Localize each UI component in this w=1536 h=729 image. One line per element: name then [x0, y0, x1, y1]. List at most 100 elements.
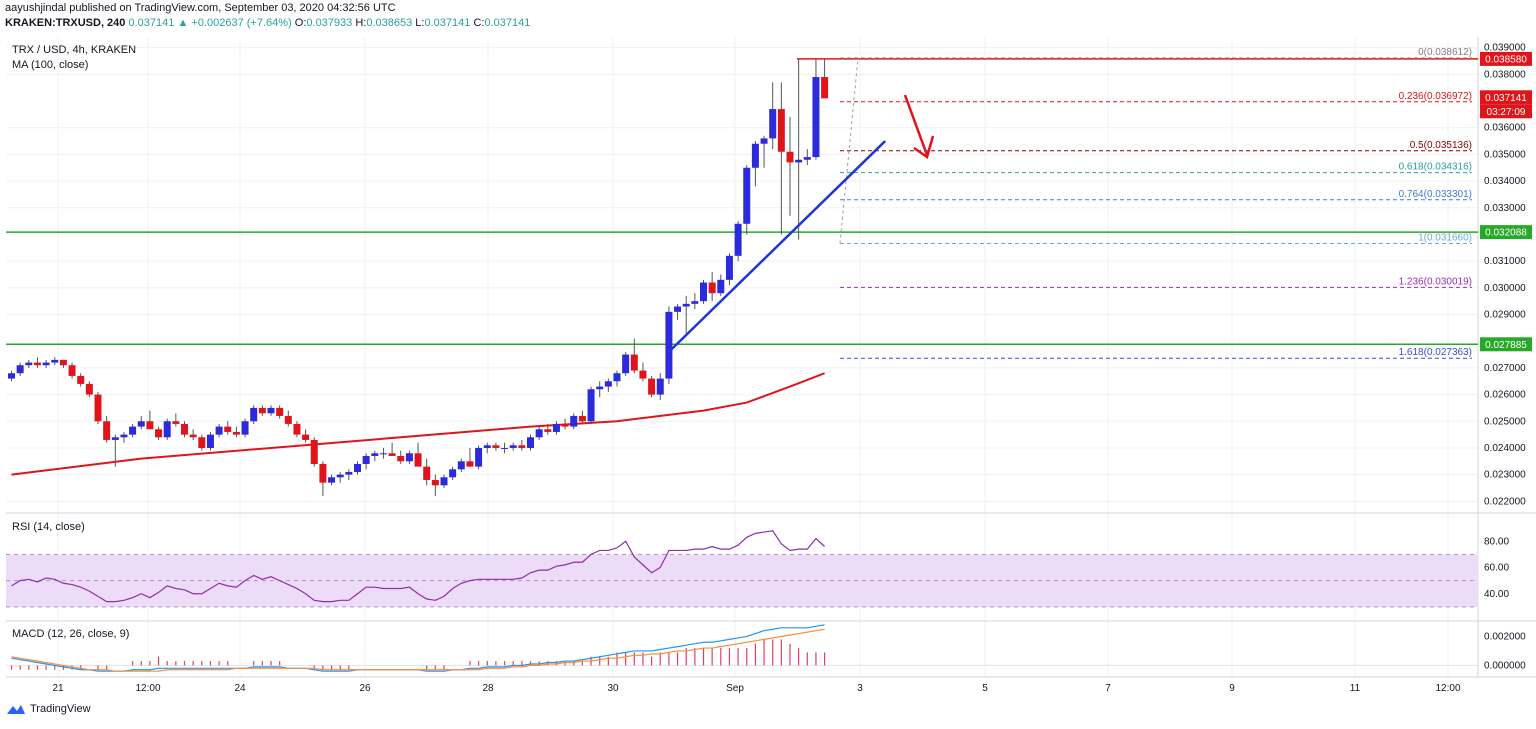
candle-body	[146, 421, 154, 430]
candle-body	[397, 455, 405, 462]
candle-body	[760, 138, 768, 144]
fib-level-label: 0(0.038612)	[1418, 47, 1472, 58]
last-price: 0.037141	[128, 17, 175, 29]
candle-body	[622, 354, 630, 374]
high-label: H:	[355, 17, 367, 29]
price-axis-tick: 0.039000	[1484, 43, 1526, 54]
candle-body	[33, 362, 41, 366]
price-axis-tick: 0.024000	[1484, 443, 1526, 454]
fib-level-label: 1(0.031660)	[1418, 233, 1472, 244]
candle-body	[561, 423, 569, 427]
price-badge	[1480, 104, 1532, 119]
candle-body	[232, 431, 240, 435]
candle-body	[674, 306, 682, 312]
candle-body	[812, 77, 820, 158]
price-badge-label: 0.038580	[1485, 54, 1527, 65]
candle-body	[59, 359, 67, 366]
price-axis-tick: 0.023000	[1484, 470, 1526, 481]
tradingview-logo-icon	[7, 705, 25, 714]
candle-body	[492, 445, 500, 448]
open-label: O:	[294, 17, 307, 29]
tradingview-brand[interactable]: TradingView	[6, 703, 91, 715]
price-axis-tick: 0.033000	[1484, 203, 1526, 214]
candle-body	[189, 434, 197, 438]
candle-body	[362, 455, 370, 464]
candle-body	[51, 359, 59, 363]
price-badge-label: 03:27:09	[1487, 107, 1526, 118]
macd-pane-title[interactable]: MACD (12, 26, close, 9)	[12, 628, 130, 640]
candle-body	[821, 77, 829, 99]
fib-level-label: 0.618(0.034316)	[1399, 162, 1472, 173]
main-pane-title: TRX / USD, 4h, KRAKEN	[12, 44, 137, 56]
candle-body	[137, 421, 145, 427]
author-name[interactable]: aayushjindal	[5, 2, 67, 14]
macd-axis-tick: 0.000000	[1484, 660, 1526, 671]
candle-body	[414, 453, 422, 467]
candle-body	[319, 463, 327, 483]
candle-body	[345, 471, 353, 475]
candle-body	[466, 461, 474, 467]
time-axis-label: 3	[857, 683, 863, 694]
price-badge	[1480, 337, 1532, 352]
price-badge-label: 0.032088	[1485, 228, 1527, 239]
candle-body	[734, 223, 742, 256]
rsi-pane-title[interactable]: RSI (14, close)	[12, 521, 85, 533]
fib-level-label: 1.618(0.027363)	[1399, 347, 1472, 358]
candle-body	[751, 143, 759, 168]
price-axis-tick: 0.029000	[1484, 310, 1526, 321]
candle-body	[8, 373, 15, 379]
candle-body	[552, 423, 560, 432]
rsi-line	[11, 530, 826, 603]
candle-body	[457, 461, 465, 470]
candle-body	[336, 474, 344, 478]
down-arrow-icon	[903, 94, 929, 156]
price-badge-label: 0.037141	[1485, 93, 1527, 104]
candle-body	[449, 469, 457, 478]
close-value: 0.037141	[484, 17, 531, 29]
candle-body	[129, 426, 137, 435]
candle-body	[111, 437, 119, 440]
candle-body	[120, 434, 128, 438]
candle-body	[267, 407, 275, 414]
price-axis-tick: 0.031000	[1484, 256, 1526, 267]
candle-body	[423, 466, 431, 480]
candle-body	[725, 255, 733, 280]
publisher-line: aayushjindal published on TradingView.co…	[5, 2, 396, 14]
macd-signal-line	[11, 628, 825, 672]
ma-indicator-label[interactable]: MA (100, close)	[12, 59, 89, 71]
price-badge-label: 0.027885	[1485, 340, 1527, 351]
candle-body	[94, 394, 102, 422]
candle-body	[388, 453, 396, 456]
time-axis-label: 11	[1350, 683, 1361, 694]
candle-body	[691, 301, 699, 304]
candle-body	[769, 109, 777, 139]
candle-body	[509, 445, 517, 448]
candle-body	[155, 429, 163, 438]
time-axis-label: 7	[1105, 683, 1111, 694]
candle-body	[198, 437, 206, 448]
time-axis-label: 12:00	[135, 683, 160, 694]
candle-body	[85, 383, 93, 395]
candle-body	[276, 407, 284, 416]
candle-body	[224, 426, 232, 432]
macd-axis-tick: 0.002000	[1484, 631, 1526, 642]
price-badge	[1480, 90, 1532, 105]
change-value: +0.002637 (+7.64%)	[191, 17, 292, 29]
candle-body	[708, 282, 716, 294]
down-arrow-head-icon	[913, 135, 935, 160]
candle-body	[535, 429, 543, 438]
price-axis-tick: 0.034000	[1484, 176, 1526, 187]
candle-body	[163, 421, 171, 438]
open-value: 0.037933	[306, 17, 353, 29]
high-value: 0.038653	[366, 17, 413, 29]
time-axis-label: 5	[982, 683, 988, 694]
candle-body	[630, 354, 638, 371]
candle-body	[68, 365, 76, 376]
candle-body	[103, 421, 111, 440]
candle-body	[405, 453, 413, 462]
fib-level-label: 0.236(0.036972)	[1399, 91, 1472, 102]
candle-body	[544, 429, 552, 432]
price-axis-tick: 0.035000	[1484, 149, 1526, 160]
candle-body	[302, 434, 310, 440]
fib-level-label: 0.5(0.035136)	[1410, 140, 1472, 151]
